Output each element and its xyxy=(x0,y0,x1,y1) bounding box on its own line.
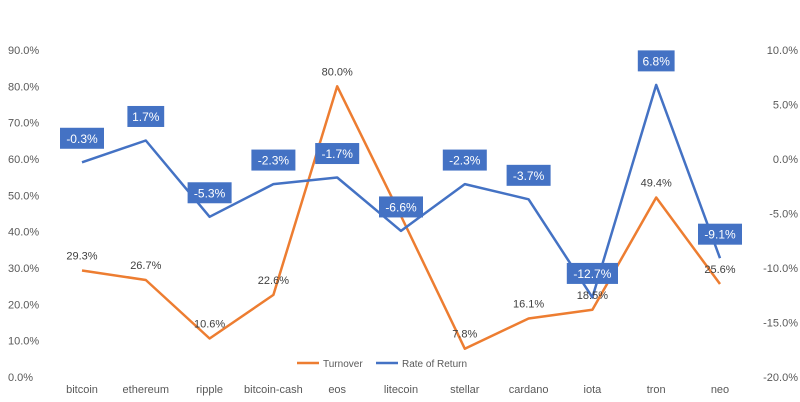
x-tick-label: iota xyxy=(584,384,603,396)
legend-label: Rate of Return xyxy=(402,359,467,370)
turnover-data-label: 22.6% xyxy=(258,275,289,287)
left-tick-label: 20.0% xyxy=(8,299,39,311)
legend-item: Turnover xyxy=(297,359,363,370)
rate-of-return-label-text: -2.3% xyxy=(449,154,481,168)
rate-of-return-data-label: -2.3% xyxy=(251,149,296,171)
rate-of-return-label-text: -2.3% xyxy=(258,154,290,168)
turnover-data-label: 7.8% xyxy=(452,329,477,341)
x-tick-label: bitcoin-cash xyxy=(244,384,303,396)
left-tick-label: 80.0% xyxy=(8,81,39,93)
x-tick-label: stellar xyxy=(450,384,480,396)
turnover-data-label: 10.6% xyxy=(194,318,225,330)
rate-of-return-data-label: -6.6% xyxy=(379,196,423,218)
rate-of-return-label-box xyxy=(379,196,423,218)
rate-of-return-label-box xyxy=(637,50,675,72)
rate-of-return-label-text: -0.3% xyxy=(66,132,98,146)
rate-of-return-label-text: 1.7% xyxy=(132,110,160,124)
rate-of-return-label-box xyxy=(127,105,165,127)
turnover-data-label: 80.0% xyxy=(322,66,353,78)
legend-item: Rate of Return xyxy=(376,359,467,370)
rate-of-return-label-box xyxy=(506,164,551,186)
rate-of-return-data-label: -9.1% xyxy=(698,223,742,245)
legend-label: Turnover xyxy=(323,359,363,370)
rate-of-return-data-label: 6.8% xyxy=(637,50,675,72)
left-tick-label: 10.0% xyxy=(8,336,39,348)
turnover-data-label: 49.4% xyxy=(641,178,672,190)
series-line-turnover xyxy=(81,85,722,350)
x-tick-label: litecoin xyxy=(384,384,418,396)
rate-of-return-data-label: -3.7% xyxy=(506,164,551,186)
x-tick-label: cardano xyxy=(509,384,549,396)
turnover-data-label: 18.5% xyxy=(577,290,608,302)
right-tick-label: 0.0% xyxy=(773,154,798,166)
rate-of-return-label-box xyxy=(566,262,618,284)
rate-of-return-label-box xyxy=(187,182,232,204)
rate-of-return-data-label: 1.7% xyxy=(127,105,165,127)
rate-of-return-data-label: -1.7% xyxy=(315,143,360,165)
rate-of-return-label-box xyxy=(315,143,360,165)
rate-of-return-label-box xyxy=(60,127,104,149)
rate-of-return-label-box xyxy=(251,149,296,171)
turnover-data-label: 26.7% xyxy=(130,260,161,272)
right-tick-label: -15.0% xyxy=(763,318,798,330)
right-tick-label: -5.0% xyxy=(769,209,798,221)
rate-of-return-label-box xyxy=(698,223,742,245)
rate-of-return-label-text: -6.6% xyxy=(385,200,417,214)
rate-of-return-label-box xyxy=(442,149,487,171)
rate-of-return-data-label: -5.3% xyxy=(187,182,232,204)
rate-of-return-label-text: -3.7% xyxy=(513,169,545,183)
rate-of-return-label-text: -12.7% xyxy=(573,267,611,281)
turnover-data-label: 29.3% xyxy=(66,251,97,263)
left-tick-label: 70.0% xyxy=(8,118,39,130)
x-tick-label: ethereum xyxy=(123,384,169,396)
right-axis: -20.0% -15.0% -10.0% -5.0% 0.0% 5.0% 10.0% xyxy=(763,45,798,384)
legend: Turnover Rate of Return xyxy=(297,359,467,370)
left-tick-label: 50.0% xyxy=(8,190,39,202)
turnover-data-label: 16.1% xyxy=(513,299,544,311)
left-tick-label: 40.0% xyxy=(8,227,39,239)
x-tick-label: neo xyxy=(711,384,729,396)
left-tick-label: 30.0% xyxy=(8,263,39,275)
rate-of-return-label-text: -1.7% xyxy=(322,147,354,161)
series-line-rate-of-return xyxy=(81,83,722,299)
left-tick-label: 0.0% xyxy=(8,372,33,384)
x-tick-label: bitcoin xyxy=(66,384,98,396)
left-tick-label: 60.0% xyxy=(8,154,39,166)
right-tick-label: 10.0% xyxy=(767,45,798,57)
left-axis: 0.0% 10.0% 20.0% 30.0% 40.0% 50.0% 60.0% 70.0% 8… xyxy=(8,45,39,384)
turnover-data-label: 25.6% xyxy=(704,264,735,276)
right-tick-label: 5.0% xyxy=(773,100,798,112)
x-axis: bitcoin ethereum ripple bitcoin-cash eos lite… xyxy=(66,384,729,396)
rate-of-return-data-label: -12.7% xyxy=(566,262,618,284)
x-tick-label: eos xyxy=(328,384,346,396)
rate-of-return-data-label: -2.3% xyxy=(442,149,487,171)
right-tick-label: -20.0% xyxy=(763,372,798,384)
rate-of-return-label-text: 6.8% xyxy=(643,54,671,68)
rate-of-return-label-text: -5.3% xyxy=(194,186,226,200)
x-tick-label: tron xyxy=(647,384,666,396)
left-tick-label: 90.0% xyxy=(8,45,39,57)
right-tick-label: -10.0% xyxy=(763,263,798,275)
x-tick-label: ripple xyxy=(196,384,223,396)
rate-of-return-data-label: -0.3% xyxy=(60,127,104,149)
rate-of-return-label-text: -9.1% xyxy=(704,228,736,242)
data-label-layer: 29.3%26.7%10.6%22.6%80.0%44.3%7.8%16.1%1… xyxy=(60,50,742,341)
